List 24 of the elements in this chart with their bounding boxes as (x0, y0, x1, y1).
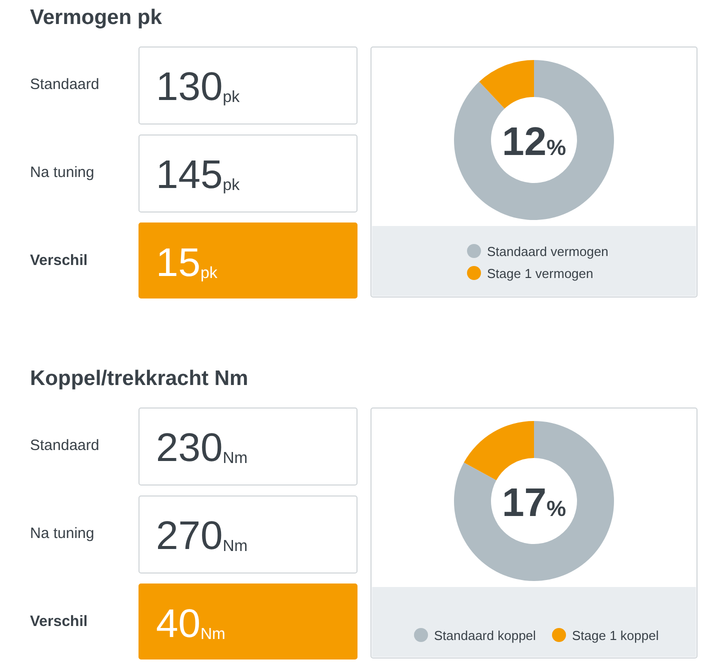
category-label: Standaard (30, 437, 100, 454)
data-label: 40$_{Nm}$ (156, 602, 226, 646)
legend-label: Standaard koppel (434, 628, 536, 643)
category-label: Verschil (30, 613, 88, 630)
legend-label: Stage 1 koppel (572, 628, 659, 643)
data-label: 130$_{pk}$ (156, 65, 241, 109)
legend-label: Standaard vermogen (487, 244, 608, 259)
data-label: 270$_{Nm}$ (156, 514, 248, 558)
category-label: Na tuning (30, 164, 94, 181)
donut-slice (454, 60, 614, 220)
data-label: 145$_{pk}$ (156, 153, 241, 197)
text: 17% (502, 481, 566, 525)
legend-label: Stage 1 vermogen (487, 266, 594, 281)
text: Koppel/trekkracht Nm (30, 367, 248, 390)
data-label: 15$_{pk}$ (156, 241, 218, 285)
text: Vermogen pk (30, 6, 162, 29)
donut-slice (454, 421, 614, 581)
category-label: Verschil (30, 252, 88, 269)
category-label: Na tuning (30, 525, 94, 542)
donut-slice (464, 421, 534, 480)
text: 12% (502, 120, 566, 164)
category-label: Standaard (30, 76, 100, 93)
data-label: 230$_{Nm}$ (156, 426, 248, 470)
donut-slice (479, 60, 534, 109)
